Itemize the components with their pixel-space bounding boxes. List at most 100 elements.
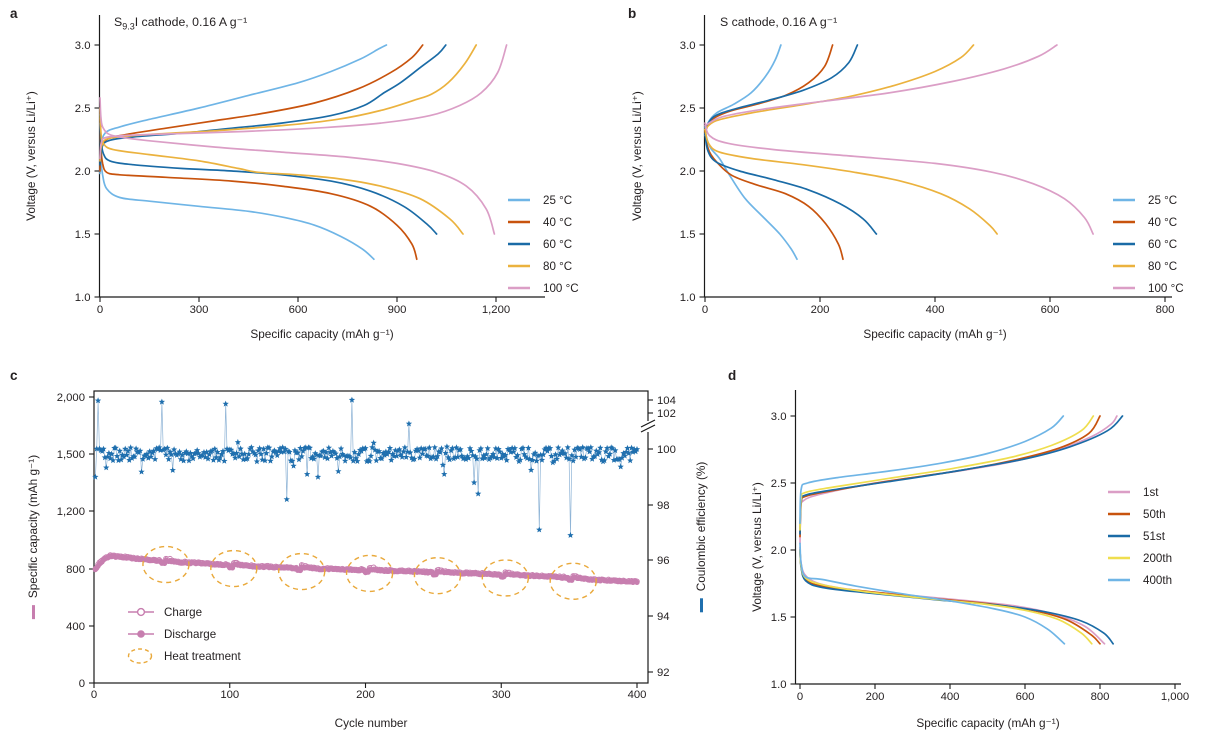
series-b-100°C-discharge <box>704 122 1094 235</box>
x-tick-label: 1,200 <box>482 304 510 316</box>
coulombic-efficiency-star <box>533 457 540 464</box>
coulombic-efficiency-star <box>403 453 410 460</box>
coulombic-efficiency-star <box>504 445 512 452</box>
legend-item-51st: 51st <box>1106 525 1172 547</box>
coulombic-efficiency-star <box>203 448 210 455</box>
coulombic-efficiency-star <box>206 451 213 458</box>
series-d-200th-charge <box>799 415 1095 531</box>
legend-label: 50th <box>1143 507 1166 521</box>
coulombic-efficiency-star <box>426 444 433 451</box>
coulombic-efficiency-star <box>286 448 293 455</box>
coulombic-efficiency-star <box>342 457 349 464</box>
coulombic-efficiency-star <box>221 457 228 464</box>
coulombic-efficiency-star <box>236 453 243 460</box>
series-b-40°C-discharge <box>704 129 844 261</box>
coulombic-efficiency-star <box>399 453 406 460</box>
coulombic-efficiency-star <box>306 444 313 451</box>
coulombic-efficiency-star <box>274 452 281 459</box>
panel-c-legend: Charge Discharge Heat treatment <box>127 601 241 667</box>
series-a-100°C-discharge <box>99 97 496 235</box>
coulombic-efficiency-star <box>328 452 335 459</box>
coulombic-efficiency-star <box>571 446 578 453</box>
coulombic-efficiency-star <box>408 454 415 461</box>
y-tick-label: 2.0 <box>75 166 91 178</box>
right-tick-label: 94 <box>657 611 670 623</box>
coulombic-efficiency-star <box>405 420 413 427</box>
legend-item-25-c: 25 °C <box>1111 189 1184 211</box>
panel-a-title-main: S <box>114 15 123 29</box>
coulombic-efficiency-star <box>585 445 592 452</box>
coulombic-efficiency-star <box>623 448 630 455</box>
coulombic-efficiency-star <box>210 456 217 463</box>
coulombic-efficiency-star <box>466 445 474 451</box>
panel-b-legend: 25 °C 40 °C 60 °C 80 °C 100 °C <box>1111 189 1184 299</box>
coulombic-efficiency-star <box>498 454 505 461</box>
coulombic-efficiency-star <box>475 490 482 497</box>
line-swatch-icon <box>508 220 530 224</box>
coulombic-efficiency-star <box>302 444 309 451</box>
coulombic-efficiency-star <box>190 455 197 462</box>
coulombic-efficiency-star <box>453 444 460 451</box>
coulombic-efficiency-star <box>378 455 385 462</box>
line-swatch-icon <box>1113 286 1135 290</box>
coulombic-efficiency-star <box>507 448 514 455</box>
coulombic-efficiency-star <box>572 453 580 460</box>
legend-label: Charge <box>164 605 203 619</box>
right-tick-label: 98 <box>657 500 670 512</box>
legend-item-50th: 50th <box>1106 503 1172 525</box>
coulombic-efficiency-star <box>465 454 472 461</box>
coulombic-efficiency-star <box>323 449 330 455</box>
coulombic-efficiency-star <box>96 445 103 452</box>
x-tick-label: 300 <box>492 689 511 701</box>
coulombic-efficiency-star <box>633 446 641 452</box>
series-a-40°C-charge <box>99 44 424 172</box>
x-tick-label: 200 <box>866 691 885 703</box>
y-tick-label: 1.0 <box>680 292 696 304</box>
coulombic-efficiency-star <box>495 445 502 452</box>
coulombic-efficiency-star <box>567 531 574 538</box>
discharge-capacity-marker <box>634 579 640 586</box>
series-b-40°C-charge <box>704 44 834 135</box>
coulombic-efficiency-star <box>257 450 265 457</box>
coulombic-efficiency-star <box>616 456 623 463</box>
panel-a-letter: a <box>10 6 18 21</box>
coulombic-efficiency-star <box>209 447 216 454</box>
line-swatch-icon <box>1108 534 1130 538</box>
axis-break-mark <box>640 419 656 428</box>
coulombic-efficiency-star <box>514 452 521 458</box>
x-tick-label: 600 <box>1041 304 1060 316</box>
right-tick-label: 102 <box>657 408 676 420</box>
coulombic-efficiency-star <box>143 450 151 457</box>
line-open-swatch-icon <box>128 607 154 617</box>
coulombic-efficiency-star <box>469 452 476 458</box>
coulombic-efficiency-star <box>370 439 377 446</box>
coulombic-efficiency-star <box>94 397 102 404</box>
coulombic-efficiency-star <box>449 444 456 451</box>
right-tick-label: 100 <box>657 444 676 456</box>
coulombic-efficiency-star <box>126 456 133 463</box>
coulombic-efficiency-star <box>310 455 318 462</box>
coulombic-efficiency-star <box>617 463 624 470</box>
coulombic-efficiency-star <box>477 445 484 452</box>
x-tick-label: 0 <box>97 304 103 316</box>
line-swatch-icon <box>508 242 530 246</box>
series-b-80°C-charge <box>704 44 975 131</box>
coulombic-efficiency-star <box>278 448 285 455</box>
legend-label: 80 °C <box>1148 259 1178 273</box>
coulombic-efficiency-star <box>356 446 364 453</box>
coulombic-efficiency-star <box>362 445 369 451</box>
coulombic-efficiency-star <box>464 453 471 460</box>
line-swatch-icon <box>1113 198 1135 202</box>
coulombic-efficiency-star <box>290 462 297 469</box>
panel-d-y-axis-label: Voltage (V, versus Li/Li⁺) <box>750 482 764 612</box>
coulombic-efficiency-star <box>350 457 357 464</box>
coulombic-efficiency-star <box>511 444 518 451</box>
coulombic-efficiency-star <box>367 452 375 459</box>
series-d-50th-discharge <box>799 549 1101 645</box>
coulombic-efficiency-star <box>101 454 108 461</box>
x-tick-label: 0 <box>797 691 803 703</box>
coulombic-efficiency-star <box>289 457 296 464</box>
panel-a-y-axis-label: Voltage (V, versus Li/Li⁺) <box>24 91 38 221</box>
panel-a-x-axis-label: Specific capacity (mAh g⁻¹) <box>250 327 394 341</box>
